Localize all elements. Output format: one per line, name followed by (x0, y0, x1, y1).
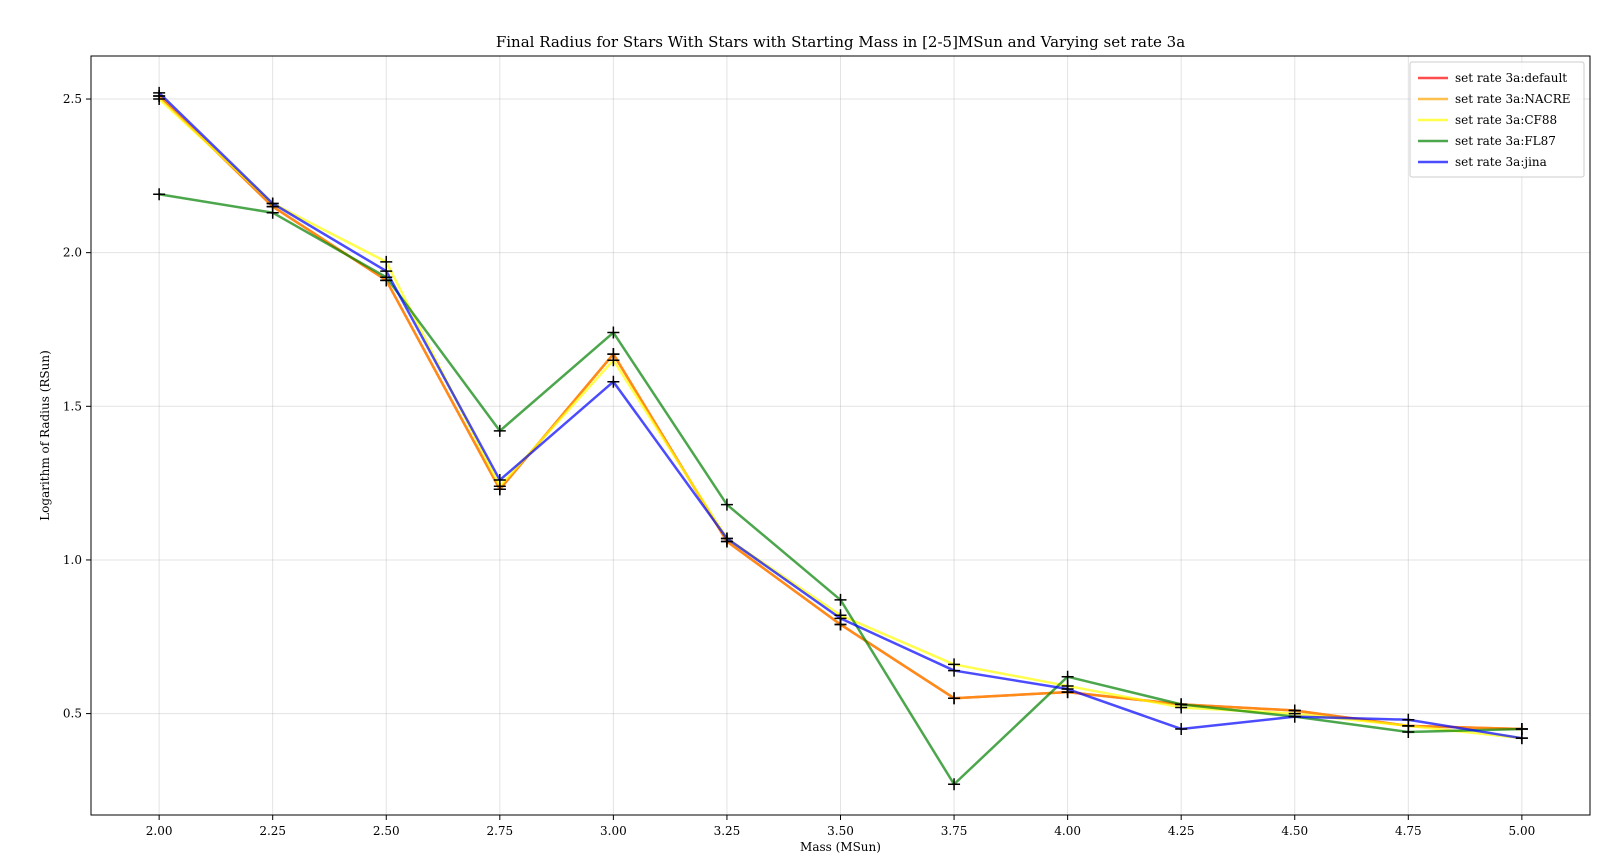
data-point-marker (1515, 732, 1528, 745)
x-tick-label: 4.00 (1054, 824, 1081, 838)
legend-label: set rate 3a:CF88 (1455, 113, 1557, 127)
chart-title: Final Radius for Stars With Stars with S… (496, 33, 1185, 51)
x-tick-label: 3.00 (600, 824, 627, 838)
x-tick-label: 2.75 (486, 824, 513, 838)
data-point-marker (1402, 726, 1415, 739)
x-tick-label: 3.75 (941, 824, 968, 838)
x-tick-label: 4.25 (1168, 824, 1195, 838)
data-point-marker (607, 354, 620, 367)
data-point-marker (720, 532, 733, 545)
data-point-marker (1288, 710, 1301, 723)
data-point-marker (266, 197, 279, 210)
grid (91, 56, 1590, 815)
data-point-marker (607, 375, 620, 388)
data-point-marker (948, 664, 961, 677)
y-tick-label: 2.5 (63, 92, 82, 106)
legend-label: set rate 3a:default (1455, 71, 1567, 85)
x-axis-label: Mass (MSun) (800, 840, 881, 854)
y-tick-label: 0.5 (63, 707, 82, 721)
data-point-marker (153, 86, 166, 99)
data-point-marker (1061, 670, 1074, 683)
data-point-marker (380, 265, 393, 278)
data-point-marker (1061, 683, 1074, 696)
data-point-marker (834, 612, 847, 625)
x-tick-label: 4.50 (1281, 824, 1308, 838)
x-tick-label: 3.50 (827, 824, 854, 838)
data-point-marker (493, 424, 506, 437)
data-point-marker (1402, 713, 1415, 726)
data-point-marker (153, 188, 166, 201)
data-point-marker (948, 778, 961, 791)
x-tick-label: 3.25 (714, 824, 741, 838)
legend-label: set rate 3a:jina (1455, 155, 1547, 169)
x-tick-label: 5.00 (1509, 824, 1536, 838)
legend: set rate 3a:default set rate 3a:NACRE set … (1409, 61, 1585, 178)
y-axis-ticks: 0.5 1.0 1.5 2.0 2.5 (63, 92, 91, 721)
x-tick-label: 2.00 (146, 824, 173, 838)
y-tick-label: 2.0 (63, 246, 82, 260)
data-point-marker (1175, 698, 1188, 711)
data-markers (153, 86, 1528, 791)
legend-label: set rate 3a:FL87 (1455, 134, 1556, 148)
data-point-marker (834, 593, 847, 606)
data-point-marker (720, 498, 733, 511)
legend-label: set rate 3a:NACRE (1455, 92, 1571, 106)
y-axis-label: Logarithm of Radius (RSun) (38, 350, 52, 521)
data-point-marker (948, 692, 961, 705)
legend-box (1409, 61, 1585, 178)
data-point-marker (493, 474, 506, 487)
x-tick-label: 4.75 (1395, 824, 1422, 838)
data-point-marker (607, 326, 620, 339)
x-tick-label: 2.25 (259, 824, 286, 838)
data-point-marker (1175, 722, 1188, 735)
x-tick-label: 2.50 (373, 824, 400, 838)
y-tick-label: 1.0 (63, 553, 82, 567)
x-axis-ticks: 2.00 2.25 2.50 2.75 3.00 3.25 3.50 3.75 4.00 4.25… (146, 815, 1535, 838)
y-tick-label: 1.5 (63, 399, 82, 413)
